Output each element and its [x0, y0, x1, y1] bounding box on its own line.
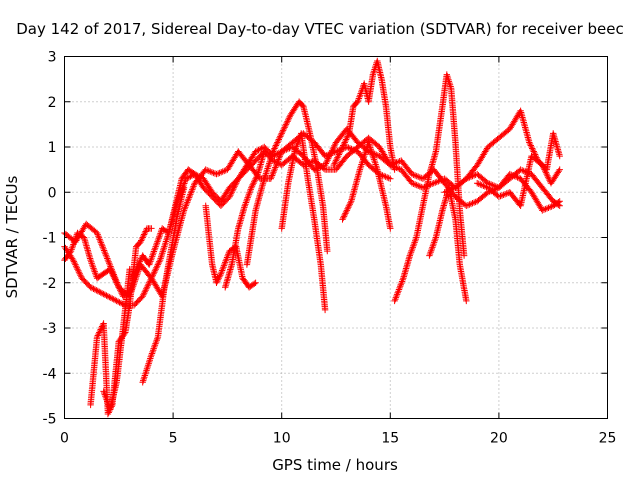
chart-title: Day 142 of 2017, Sidereal Day-to-day VTE… [16, 20, 624, 38]
plot-frame [64, 56, 608, 419]
data-point-markers [243, 98, 331, 268]
data-point-markers [339, 139, 394, 232]
axis-ticks: 0 5 10 15 20 25 -5 -4 -3 -2 -1 0 1 2 3 [43, 50, 617, 447]
series-satellite-track-9 [243, 98, 331, 268]
y-tick-label: -3 [43, 321, 57, 337]
x-tick-label: 10 [273, 431, 291, 447]
series-satellite-track-15 [441, 107, 563, 196]
data-point-markers [391, 71, 468, 305]
x-tick-label: 15 [381, 431, 399, 447]
series-satellite-track-6 [139, 184, 188, 386]
y-tick-label: -4 [43, 366, 57, 382]
series-satellite-track-12 [339, 139, 394, 232]
y-tick-label: 3 [48, 50, 57, 66]
series-satellite-track-11 [330, 57, 398, 173]
series-satellite-track-8 [222, 148, 268, 291]
series-satellite-track-14 [426, 184, 470, 305]
data-point-markers [139, 184, 188, 386]
data-point-markers [330, 57, 398, 173]
data-point-markers [100, 266, 133, 413]
data-point-markers [278, 130, 329, 314]
x-axis-label: GPS time / hours [272, 456, 398, 474]
data-point-markers [426, 184, 470, 305]
y-tick-label: -1 [43, 231, 57, 247]
x-tick-label: 5 [169, 431, 178, 447]
data-points [61, 57, 563, 418]
x-tick-label: 25 [599, 431, 617, 447]
series-satellite-track-5 [100, 266, 133, 413]
y-tick-label: 0 [48, 185, 57, 201]
series-satellite-track-16 [474, 152, 563, 209]
y-tick-label: -2 [43, 276, 57, 292]
data-point-markers [441, 107, 563, 196]
series-satellite-track-10 [278, 130, 329, 314]
y-tick-label: -5 [43, 412, 57, 428]
series-satellite-track-13 [391, 71, 468, 305]
y-axis-label: SDTVAR / TECUs [3, 175, 21, 298]
data-point-markers [222, 148, 268, 291]
data-point-markers [474, 152, 563, 209]
x-tick-label: 0 [60, 431, 69, 447]
x-tick-label: 20 [490, 431, 508, 447]
y-tick-label: 1 [48, 140, 57, 156]
grid-lines [64, 56, 608, 419]
y-tick-label: 2 [48, 95, 57, 111]
